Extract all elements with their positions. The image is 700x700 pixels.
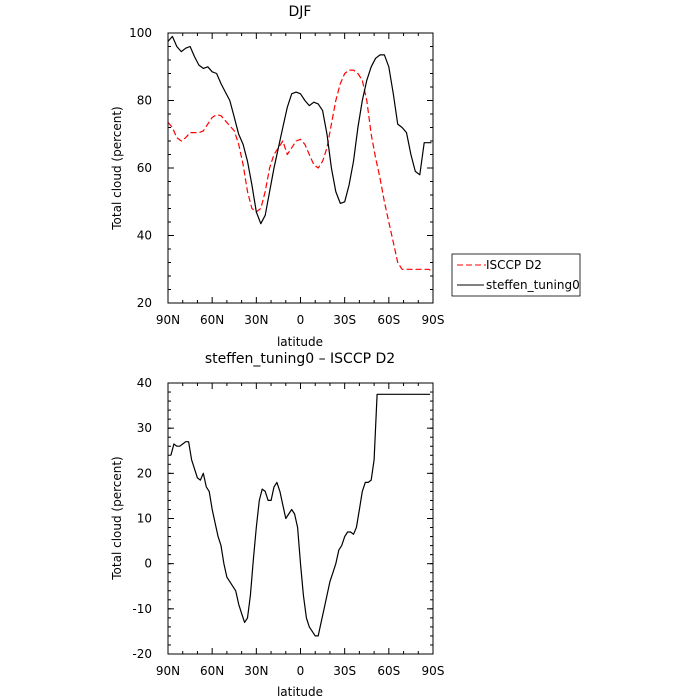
panel-bottom: steffen_tuning0 – ISCCP D2 Total cloud (… xyxy=(110,351,444,699)
bottom-x-tick-label: 60S xyxy=(377,664,400,678)
top-y-tick-label: 20 xyxy=(137,296,152,310)
top-x-tick-label: 30N xyxy=(244,313,268,327)
bottom-x-tick-label: 0 xyxy=(297,664,305,678)
bottom-plot-frame xyxy=(167,382,434,655)
bottom-x-tick-label: 60N xyxy=(200,664,224,678)
legend-label-steffen: steffen_tuning0 xyxy=(486,278,580,292)
legend: ISCCP D2 steffen_tuning0 xyxy=(451,253,581,297)
bottom-chart-title: steffen_tuning0 – ISCCP D2 xyxy=(205,351,395,367)
bottom-y-tick-label: 20 xyxy=(137,466,152,480)
panel-top: DJF Total cloud (percent) latitude 90N 60… xyxy=(110,4,444,349)
bottom-series-line-1 xyxy=(170,393,431,637)
top-plot-series xyxy=(167,35,432,272)
bottom-x-tick-label: 30S xyxy=(333,664,356,678)
bottom-y-tick-label: 10 xyxy=(137,512,152,526)
top-x-tick-label: 90N xyxy=(156,313,180,327)
top-y-tick-label: 100 xyxy=(129,26,152,40)
top-series-line-1 xyxy=(167,69,432,272)
top-x-axis-label: latitude xyxy=(277,335,323,349)
bottom-y-tick-label: 40 xyxy=(137,376,152,390)
top-x-tick-label: 0 xyxy=(297,313,305,327)
bottom-x-axis-label: latitude xyxy=(277,685,323,699)
top-y-tick-label: 60 xyxy=(137,161,152,175)
top-x-tick-label: 60N xyxy=(200,313,224,327)
bottom-y-tick-label: 0 xyxy=(144,557,152,571)
top-x-tick-label: 30S xyxy=(333,313,356,327)
bottom-y-tick-label: -10 xyxy=(132,602,152,616)
bottom-plot-series xyxy=(170,393,431,637)
top-x-tick-label: 90S xyxy=(422,313,445,327)
bottom-x-tick-label: 90S xyxy=(422,664,445,678)
top-y-tick-label: 80 xyxy=(137,94,152,108)
top-series-line-2 xyxy=(167,35,432,225)
bottom-y-tick-label: -20 xyxy=(132,647,152,661)
top-y-axis-label: Total cloud (percent) xyxy=(110,106,124,230)
bottom-x-tick-label: 30N xyxy=(244,664,268,678)
legend-box xyxy=(451,253,581,297)
bottom-x-tick-label: 90N xyxy=(156,664,180,678)
top-plot-frame xyxy=(167,32,434,304)
legend-label-isccp: ISCCP D2 xyxy=(486,258,542,272)
top-axis-ticks: 90N 60N 30N 0 30S 60S 90S 20 40 60 80 100 xyxy=(129,26,444,327)
bottom-axis-ticks: 90N 60N 30N 0 30S 60S 90S -20 -10 0 10 20 30 40 xyxy=(132,376,444,678)
bottom-y-axis-label: Total cloud (percent) xyxy=(110,456,124,580)
top-chart-title: DJF xyxy=(289,4,312,20)
top-y-tick-label: 40 xyxy=(137,229,152,243)
bottom-y-tick-label: 30 xyxy=(137,421,152,435)
top-x-tick-label: 60S xyxy=(377,313,400,327)
